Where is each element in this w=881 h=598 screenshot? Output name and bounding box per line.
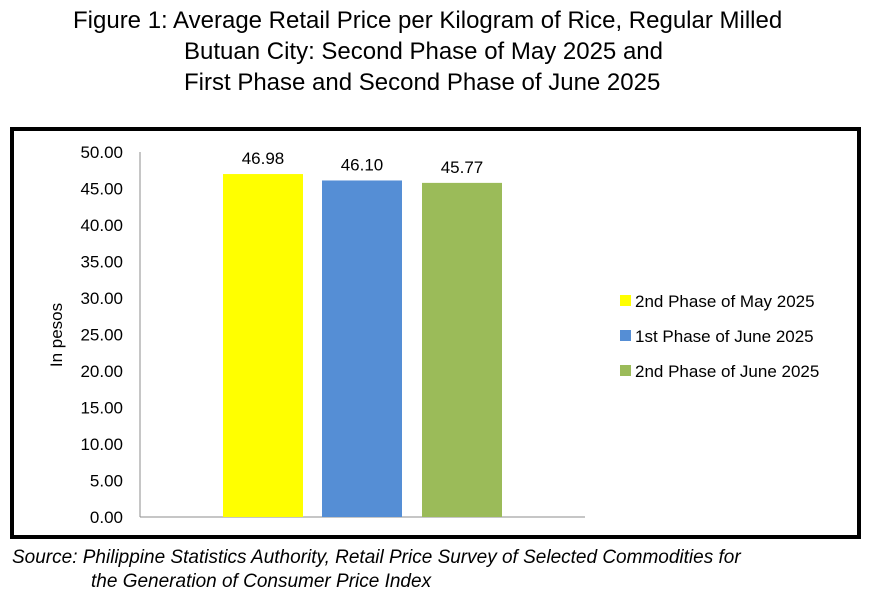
- chart-title: Figure 1: Average Retail Price per Kilog…: [0, 0, 881, 100]
- legend-swatch: [620, 330, 631, 341]
- y-tick-label: 10.00: [80, 435, 123, 454]
- title-line-2: Butuan City: Second Phase of May 2025 an…: [184, 38, 663, 65]
- y-tick-label: 25.00: [80, 326, 123, 345]
- y-tick-label: 50.00: [80, 143, 123, 162]
- bar-data-label: 45.77: [441, 158, 484, 177]
- title-line-3: First Phase and Second Phase of June 202…: [184, 69, 661, 96]
- legend-swatch: [620, 365, 631, 376]
- source-line-1: Source: Philippine Statistics Authority,…: [12, 547, 741, 568]
- bar: [422, 182, 502, 517]
- y-tick-label: 30.00: [80, 289, 123, 308]
- y-tick-label: 15.00: [80, 399, 123, 418]
- legend-label: 1st Phase of June 2025: [635, 327, 814, 346]
- y-tick-label: 0.00: [90, 508, 123, 527]
- bar: [322, 180, 402, 517]
- y-tick-label: 45.00: [80, 180, 123, 199]
- bar-data-label: 46.10: [341, 155, 384, 174]
- bar-data-label: 46.98: [242, 149, 285, 168]
- legend-label: 2nd Phase of May 2025: [635, 292, 815, 311]
- title-line-1: Figure 1: Average Retail Price per Kilog…: [73, 7, 783, 34]
- y-tick-label: 40.00: [80, 216, 123, 235]
- legend-label: 2nd Phase of June 2025: [635, 362, 819, 381]
- legend-swatch: [620, 295, 631, 306]
- y-tick-label: 20.00: [80, 362, 123, 381]
- y-tick-label: 5.00: [90, 472, 123, 491]
- y-tick-label: 35.00: [80, 253, 123, 272]
- source-line-2: the Generation of Consumer Price Index: [91, 571, 432, 592]
- bar: [223, 174, 303, 517]
- y-axis-label: In pesos: [47, 303, 66, 367]
